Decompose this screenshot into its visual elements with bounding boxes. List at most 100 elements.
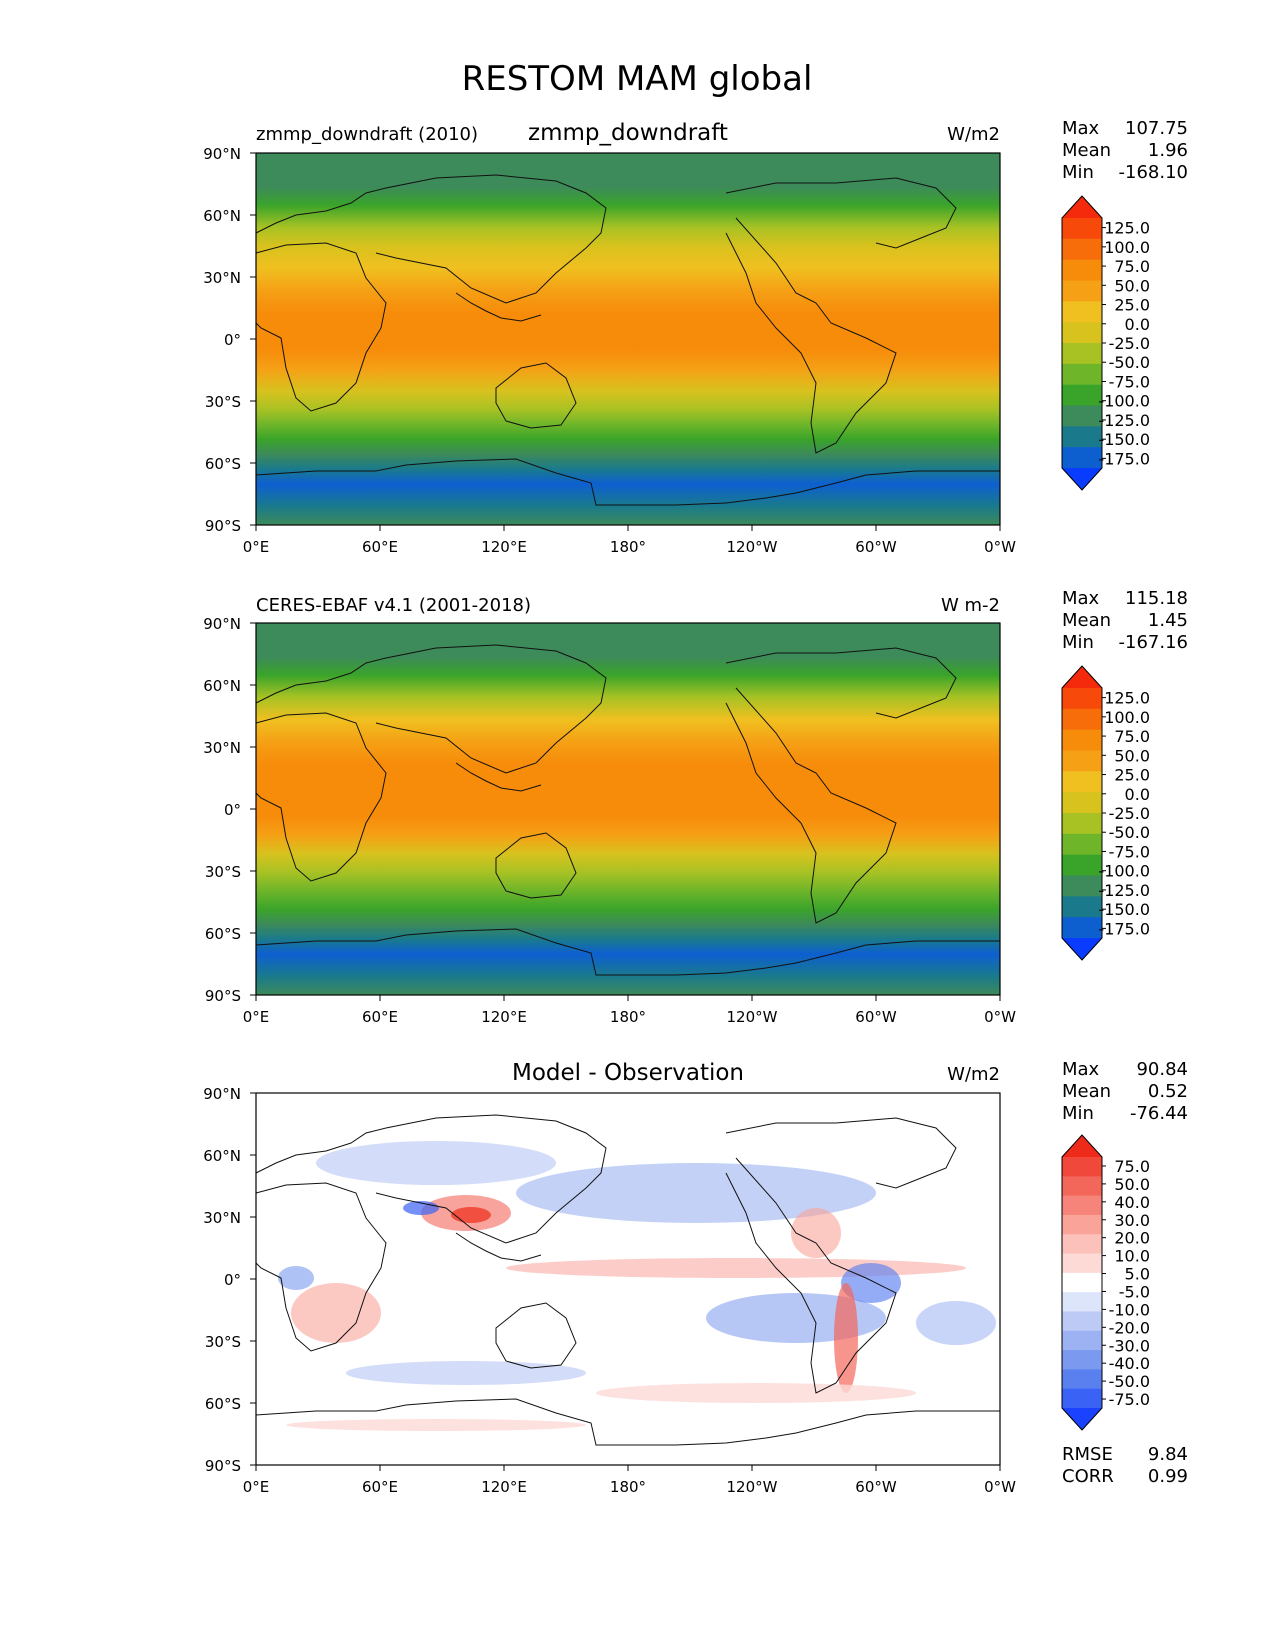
coast-europe [255,187,387,234]
colorbar-segment [1062,813,1102,835]
coast-north-america-top [725,177,957,249]
colorbar-tick-label: -50.0 [1109,353,1150,372]
lon-tick-label: 120°E [481,1008,527,1026]
lat-tick-label: 90°N [203,615,241,633]
lat-tick-label: 60°N [203,677,241,695]
colorbar-segment [1062,854,1102,876]
coast-europe [255,657,387,704]
colorbar-tick-label: 25.0 [1114,766,1150,785]
colorbar-segment [1062,447,1102,469]
lon-tick-label: 0°E [243,538,270,556]
colorbar-segment [1062,363,1102,386]
anomaly-amazon-negative [841,1263,901,1303]
coast-americas [725,217,897,454]
anomaly-africa-negative [278,1266,314,1290]
lat-tick-label: 60°S [205,455,241,473]
colorbar-segment [1062,896,1102,918]
lat-tick-label: 60°S [205,1395,241,1413]
colorbar-tick-label: 75.0 [1114,727,1150,746]
lat-tick-label: 0° [224,801,241,819]
lon-tick-label: 0°W [984,1478,1016,1496]
coast-north-america-top [725,647,957,719]
panel-obs: CERES-EBAF v4.1 (2001-2018) W m-2 90°N 6… [203,588,1188,1026]
anomaly-south-indian-negative [346,1361,586,1385]
colorbar-segment [1062,1292,1102,1312]
colorbar-segment [1062,426,1102,448]
panel-obs-left-title: CERES-EBAF v4.1 (2001-2018) [256,595,531,616]
stat-mean-label: Mean [1062,1081,1111,1102]
lon-tick-label: 120°W [727,1478,778,1496]
colorbar-segment [1062,1253,1102,1274]
lon-tick-label: 180° [610,1478,646,1496]
colorbar-tick-label: 30.0 [1114,1211,1150,1230]
lat-tick-label: 30°N [203,269,241,287]
panel-model-center-title: zmmp_downdraft [528,120,728,146]
coast-north-america-top [725,1117,957,1189]
colorbar-segment [1062,1157,1102,1177]
colorbar-tick-label: -150.0 [1098,430,1150,449]
colorbar-tick-label: 50.0 [1114,746,1150,765]
map-field-model [256,153,1000,525]
anomaly-north-pacific-negative [516,1163,876,1223]
colorbar-tick-label: -20.0 [1109,1318,1150,1337]
coast-australia [495,832,577,899]
colorbar-tick-label: 0.0 [1125,785,1150,804]
lon-tick-label: 60°E [362,538,398,556]
colorbar-tick-label: -75.0 [1109,372,1150,391]
colorbar-tick-label: -175.0 [1098,449,1150,468]
colorbar-segment [1062,1350,1102,1370]
lon-tick-label: 60°W [855,1478,897,1496]
colorbar-tick-label: -100.0 [1098,392,1150,411]
colorbar-segment [1062,1214,1102,1235]
colorbar-extend-min [1062,468,1102,490]
colorbar-tick-label: -50.0 [1109,1372,1150,1391]
colorbar-tick-label: -50.0 [1109,823,1150,842]
colorbar-tick-label: 40.0 [1114,1193,1150,1212]
panel-obs-units: W m-2 [941,595,1000,616]
colorbar-segment [1062,238,1102,261]
coast-antarctica [255,928,1000,976]
panel-diff-center-title: Model - Observation [512,1060,744,1086]
figure-title: RESTOM MAM global [462,59,813,99]
colorbar-tick-label: 5.0 [1125,1265,1150,1284]
anomaly-andes-positive [834,1283,858,1393]
colorbar-obs: 125.0100.075.050.025.00.0-25.0-50.0-75.0… [1061,665,1150,961]
stat-max-label: Max [1062,118,1100,139]
colorbar-tick-label: 10.0 [1114,1247,1150,1266]
panel-model-units: W/m2 [947,124,1000,145]
colorbar-tick-label: -125.0 [1098,411,1150,430]
colorbar-tick-label: 100.0 [1104,708,1150,727]
corr-value: 0.99 [1148,1466,1188,1487]
colorbar-segment [1062,1369,1102,1390]
colorbar-tick-label: 125.0 [1104,219,1150,238]
lat-axis-obs: 90°N 60°N 30°N 0° 30°S 60°S 90°S [203,615,256,1005]
stat-min-value: -168.10 [1119,162,1188,183]
stat-min-label: Min [1062,632,1094,653]
lon-tick-label: 0°E [243,1008,270,1026]
lat-tick-label: 30°S [205,1333,241,1351]
anomaly-tibet-core [451,1207,491,1223]
lon-tick-label: 120°W [727,1008,778,1026]
colorbar-diff: 75.050.040.030.020.010.05.0-5.0-10.0-20.… [1061,1134,1150,1431]
anomaly-atlantic-negative [916,1301,996,1345]
stats-model: Max 107.75 Mean 1.96 Min -168.10 [1062,118,1188,183]
panel-model: zmmp_downdraft (2010) zmmp_downdraft W/m… [203,118,1188,556]
colorbar-outline [1061,195,1103,491]
map-field-obs [256,623,1000,995]
stats-diff: Max 90.84 Mean 0.52 Min -76.44 [1062,1059,1188,1124]
coast-antarctica [255,458,1000,506]
lat-tick-label: 90°N [203,1085,241,1103]
stat-max-value: 107.75 [1125,118,1188,139]
lat-tick-label: 30°N [203,1209,241,1227]
colorbar-segment [1062,1234,1102,1255]
colorbar-segment [1062,1272,1102,1293]
stat-max-label: Max [1062,1059,1100,1080]
colorbar-segment [1062,384,1102,406]
stat-min-label: Min [1062,162,1094,183]
colorbar-tick-label: 50.0 [1114,276,1150,295]
stat-max-value: 90.84 [1136,1059,1188,1080]
colorbar-segment [1062,1311,1102,1332]
diff-anomalies [278,1141,996,1431]
colorbar-tick-label: -30.0 [1109,1336,1150,1355]
